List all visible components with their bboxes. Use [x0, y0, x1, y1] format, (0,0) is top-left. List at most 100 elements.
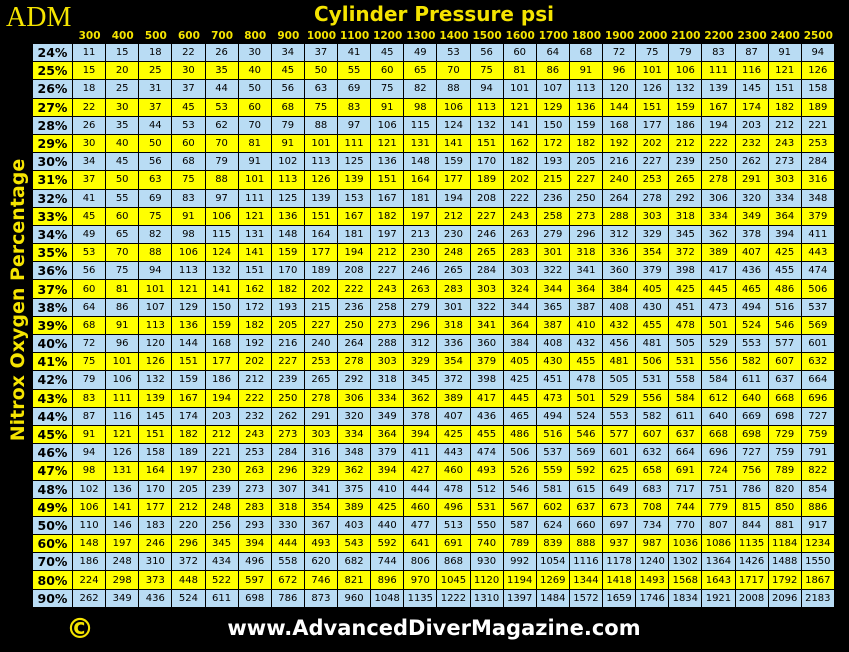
table-cell: 592 [371, 535, 405, 554]
table-cell: 2183 [801, 589, 835, 608]
table-cell: 1568 [669, 571, 703, 590]
table-cell: 455 [470, 425, 504, 445]
table-cell: 202 [238, 353, 272, 372]
table-cell: 283 [503, 244, 537, 263]
table-cell: 779 [702, 498, 736, 517]
table-cell: 1484 [536, 589, 570, 608]
table-cell: 405 [636, 280, 670, 299]
table-cell: 70 [437, 62, 471, 81]
table-cell: 839 [536, 535, 570, 554]
table-cell: 1364 [702, 553, 736, 572]
table-cell: 44 [205, 80, 239, 99]
table-cell: 151 [371, 171, 405, 190]
table-cell: 227 [371, 262, 405, 281]
table-cell: 296 [569, 225, 603, 245]
column-header: 2000 [638, 30, 668, 42]
table-cell: 11 [73, 44, 107, 63]
table-cell: 673 [603, 498, 637, 517]
table-cell: 136 [106, 480, 140, 499]
table-cell: 162 [503, 134, 537, 154]
table-cell: 601 [801, 335, 835, 354]
table-cell: 345 [404, 371, 438, 390]
table-cell: 577 [603, 425, 637, 445]
table-cell: 158 [801, 80, 835, 99]
table-cell: 181 [404, 189, 438, 208]
table-cell: 531 [669, 353, 703, 372]
table-cell: 205 [271, 316, 305, 335]
table-cell: 1302 [669, 553, 703, 572]
table-cell: 349 [735, 207, 769, 226]
table-cell: 230 [437, 225, 471, 245]
table-cell: 158 [139, 444, 173, 463]
table-cell: 53 [73, 244, 107, 263]
table-cell: 1572 [569, 589, 603, 608]
column-header: 500 [144, 30, 167, 42]
table-cell: 106 [172, 244, 206, 263]
table-cell: 759 [801, 425, 835, 445]
table-cell: 334 [338, 425, 372, 445]
table-cell: 615 [569, 480, 603, 499]
table-cell: 632 [636, 444, 670, 463]
table-cell: 40 [238, 62, 272, 81]
table-cell: 1116 [569, 553, 603, 572]
table-cell: 45 [371, 44, 405, 63]
table-cell: 360 [470, 335, 504, 354]
table-cell: 131 [106, 462, 140, 481]
table-cell: 230 [205, 462, 239, 481]
table-cell: 1550 [801, 553, 835, 572]
table-cell: 375 [338, 480, 372, 499]
table-cell: 384 [603, 280, 637, 299]
table-cell: 756 [735, 462, 769, 481]
table-cell: 262 [735, 153, 769, 172]
table-cell: 364 [569, 280, 603, 299]
table-cell: 284 [470, 262, 504, 281]
table-cell: 91 [569, 62, 603, 81]
table-cell: 1234 [801, 535, 835, 554]
table-cell: 141 [503, 116, 537, 135]
table-cell: 87 [735, 44, 769, 63]
table-cell: 75 [106, 262, 140, 281]
table-cell: 121 [371, 134, 405, 154]
table-cell: 248 [106, 553, 140, 572]
table-cell: 1834 [669, 589, 703, 608]
table-cell: 481 [603, 353, 637, 372]
table-cell: 526 [503, 462, 537, 481]
table-cell: 577 [768, 335, 802, 354]
table-cell: 96 [106, 335, 140, 354]
table-cell: 477 [404, 516, 438, 536]
table-cell: 531 [636, 371, 670, 390]
table-cell: 253 [801, 134, 835, 154]
table-cell: 770 [669, 516, 703, 536]
table-cell: 83 [338, 98, 372, 117]
table-cell: 253 [238, 444, 272, 463]
table-cell: 50 [106, 171, 140, 190]
table-cell: 417 [702, 262, 736, 281]
table-cell: 31 [139, 80, 173, 99]
table-cell: 151 [636, 98, 670, 117]
copyright: © [66, 612, 94, 645]
table-cell: 91 [172, 207, 206, 226]
table-cell: 151 [172, 353, 206, 372]
table-cell: 91 [238, 153, 272, 172]
table-cell: 786 [271, 589, 305, 608]
table-cell: 815 [735, 498, 769, 517]
table-cell: 62 [205, 116, 239, 135]
table-cell: 1426 [735, 553, 769, 572]
table-cell: 379 [801, 207, 835, 226]
table-cell: 111 [238, 189, 272, 208]
table-cell: 22 [73, 98, 107, 117]
table-cell: 362 [702, 225, 736, 245]
table-cell: 529 [702, 335, 736, 354]
table-cell: 65 [106, 225, 140, 245]
table-cell: 129 [536, 98, 570, 117]
table-cell: 556 [636, 389, 670, 408]
table-cell: 293 [238, 516, 272, 536]
table-cell: 182 [271, 280, 305, 299]
table-cell: 81 [238, 134, 272, 154]
table-cell: 751 [702, 480, 736, 499]
table-cell: 189 [801, 98, 835, 117]
table-cell: 672 [271, 571, 305, 590]
table-cell: 698 [238, 589, 272, 608]
table-cell: 75 [636, 44, 670, 63]
row-label: 47% [33, 462, 73, 481]
